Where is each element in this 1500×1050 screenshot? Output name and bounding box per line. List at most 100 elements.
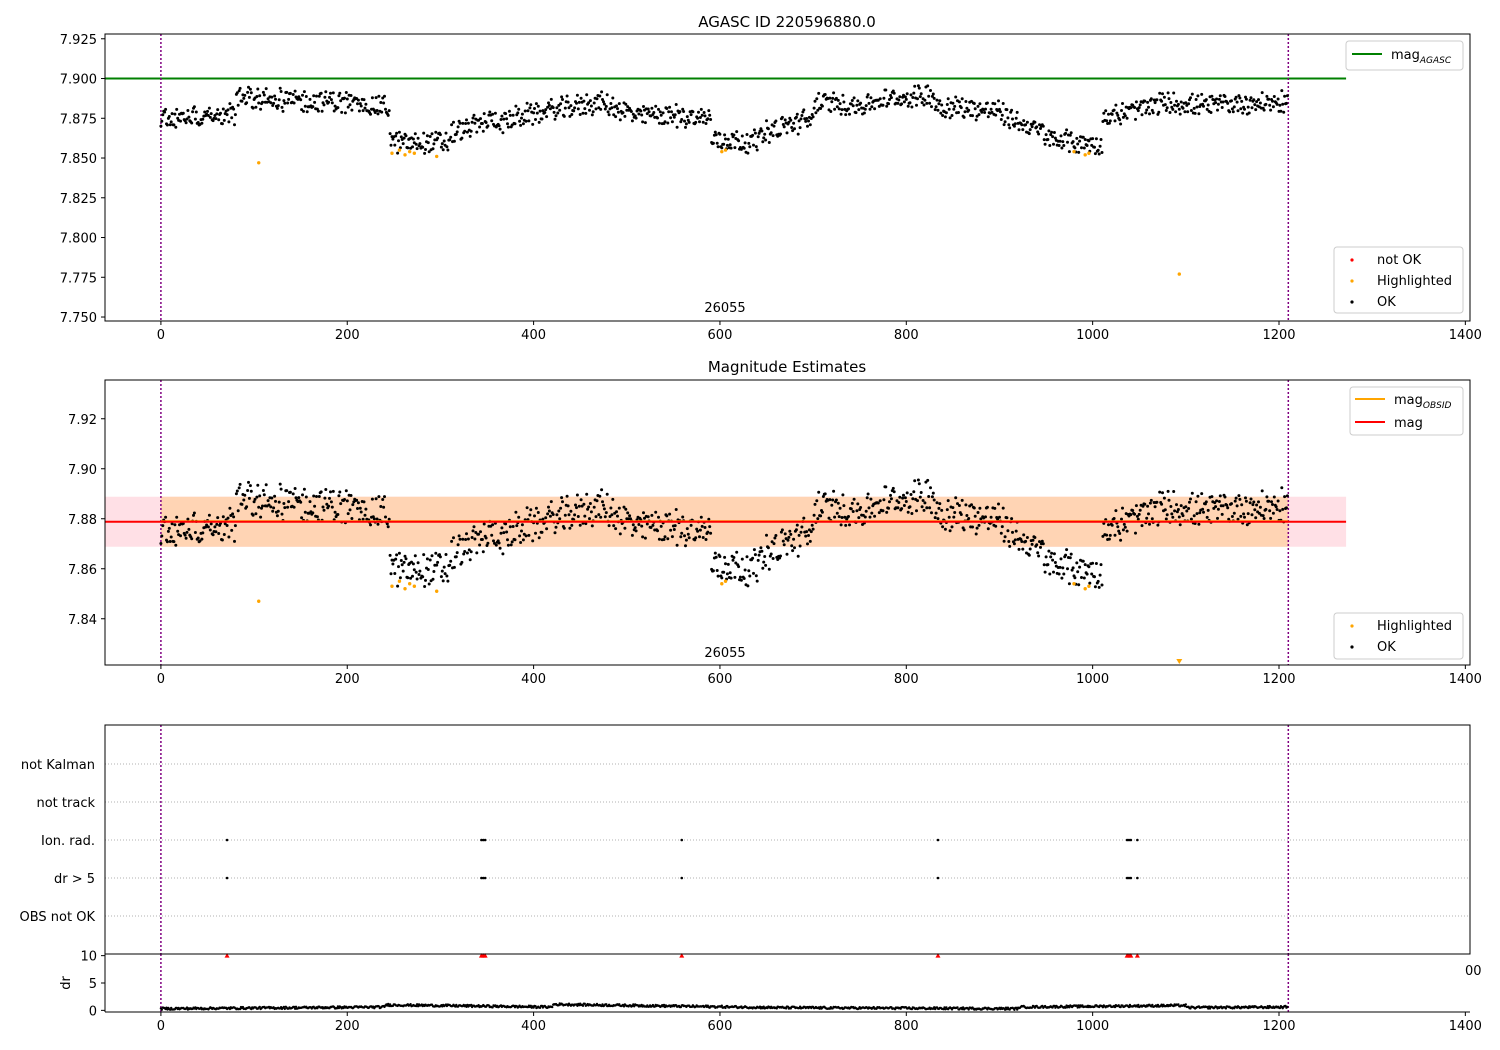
ok-point [164,107,168,111]
ok-point [756,558,760,562]
highlighted-point [390,584,394,588]
ok-point [302,487,306,491]
ok-point [577,100,581,104]
ok-point [851,104,855,108]
ok-point [812,513,816,517]
ok-point [427,150,431,154]
ok-point [382,101,386,105]
ok-point [1082,146,1086,150]
y-tick-label: 7.825 [60,192,97,207]
ok-point [1279,109,1283,113]
ok-point [612,113,616,117]
x-tick-label: 1400 [1449,672,1482,687]
ok-point [457,534,461,538]
ok-point [277,500,281,504]
dr-point [1077,1004,1080,1007]
ok-point [428,558,432,562]
ok-point [739,147,743,151]
ok-point [1230,107,1234,111]
ok-point [375,109,379,112]
ok-point [917,482,921,486]
flag-row-label: OBS not OK [20,910,96,925]
ok-point [950,525,954,529]
ok-point [953,104,957,108]
ok-point [193,117,197,121]
ok-point [537,120,541,124]
ok-point [432,570,436,573]
ok-point [554,525,558,529]
ok-point [209,522,213,526]
ok-point [1173,509,1177,513]
ok-point [520,112,524,116]
ok-point [228,506,232,510]
ok-point [208,528,212,532]
ok-point [1271,511,1275,515]
dr-point [583,1002,586,1005]
ok-point [524,534,528,538]
y-tick-label: 7.750 [60,311,97,326]
ok-point [850,501,854,505]
ok-point [1251,503,1255,507]
ok-point [837,107,841,111]
dr-point [387,1002,390,1006]
ok-point [1271,99,1274,103]
ok-point [703,526,707,529]
ok-point [509,543,513,547]
dr-point [632,1003,635,1006]
ok-point [932,96,936,100]
ok-point [672,115,676,119]
ok-point [696,529,700,533]
ok-point [713,130,717,134]
ok-point [937,102,941,106]
ok-point [934,105,938,109]
ok-point [1244,499,1248,503]
ok-point [950,114,954,117]
ok-point [1148,501,1152,505]
ok-point [605,93,609,97]
ok-point [1077,150,1081,154]
ok-point [533,514,536,518]
ok-point [533,107,536,110]
ok-point [264,87,268,91]
ok-point [165,123,169,127]
ok-point [570,523,574,527]
ok-point [696,116,700,120]
highlighted-point [407,149,412,154]
estimates-line-legend[interactable]: magOBSID mag [1349,386,1464,436]
ok-point [964,100,968,103]
ok-point [1284,506,1288,510]
dr-point [961,1006,965,1009]
ok-point [746,584,750,588]
ok-point [358,102,362,106]
ok-point [745,555,749,559]
ok-point [1125,529,1129,533]
ok-point [1051,135,1055,139]
agasc-line-legend[interactable]: magAGASC [1345,40,1464,71]
ok-point [722,142,726,146]
ok-point [1033,536,1037,539]
agasc-point-legend[interactable]: not OK Highlighted OK [1333,246,1464,314]
estimates-panel-frame [104,379,1471,666]
ok-point [414,570,418,574]
ok-point [285,489,289,493]
dr-point [1016,1008,1019,1011]
ok-point [401,142,405,146]
highlighted-point [403,587,407,591]
ok-point [1067,582,1071,586]
ok-point [1024,123,1028,127]
ok-point [1141,504,1145,508]
ok-point [962,528,966,532]
ok-point [247,496,251,500]
ok-point [423,585,427,588]
dr-point [1183,1005,1187,1008]
ok-point [1187,102,1191,106]
ok-point [547,103,551,107]
ok-point [997,99,1000,103]
ok-point [396,151,400,155]
estimates-point-legend[interactable]: Highlighted OK [1333,612,1464,660]
ok-point [524,119,528,123]
ok-point [603,107,607,111]
ok-point [321,505,325,509]
ok-point [585,93,589,97]
ok-point [467,548,471,552]
